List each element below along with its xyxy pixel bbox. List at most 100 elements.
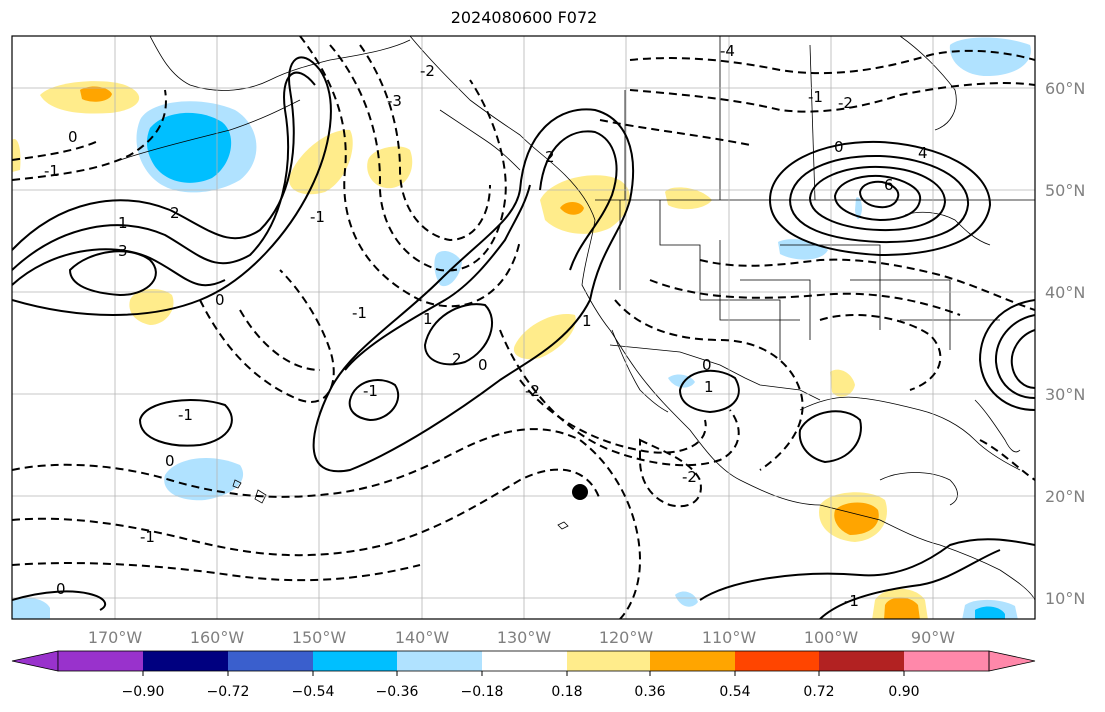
contour-label: 3 xyxy=(118,242,128,260)
contour-zero-hawaii xyxy=(138,399,233,447)
contour-label: 1 xyxy=(704,378,714,396)
map-content: 0 -1 -2 -3 -4 1 2 3 4 6 -1 -1 0 -2 2 0 -… xyxy=(12,36,1035,619)
state-line-3 xyxy=(719,240,800,321)
lat-label-20n: 20°N xyxy=(1045,487,1085,506)
contour-positive-se-high-2 xyxy=(994,314,1035,399)
colorbar-segment-0 xyxy=(58,651,143,671)
lon-label-150w: 150°W xyxy=(292,628,347,647)
colorbar-tick-label: −0.36 xyxy=(376,684,419,700)
negative-anomaly-patch-small-canada xyxy=(855,197,862,219)
contour-positive-ridge-2 xyxy=(12,71,316,271)
contour-negative-canada-1 xyxy=(629,49,1035,75)
contour-label: -1 xyxy=(178,406,193,424)
positive-anomaly-patch-west-edge xyxy=(12,139,21,172)
contour-zero-east-pac-1 xyxy=(699,538,1035,601)
contour-label: 0 xyxy=(215,291,225,309)
colorbar-extend-right xyxy=(988,650,1036,672)
contour-label: 1 xyxy=(118,214,128,232)
colorbar-tick-label: −0.18 xyxy=(461,684,504,700)
colorbar-tick-label: −0.54 xyxy=(292,684,335,700)
contour-label: -1 xyxy=(44,162,59,180)
colorbar-tick-label: −0.90 xyxy=(122,684,165,700)
negative-anomaly-patch-sw-corner xyxy=(12,597,50,619)
negative-anomaly-patch-hudson xyxy=(949,37,1031,77)
latitude-labels: 60°N 50°N 40°N 30°N 20°N 10°N xyxy=(1045,79,1085,608)
contour-zero-gulf xyxy=(798,410,862,464)
contour-label: 0 xyxy=(478,356,488,374)
contour-label: 2 xyxy=(452,350,462,368)
colorbar-frame xyxy=(57,650,990,672)
contour-label: -2 xyxy=(420,62,435,80)
state-line-8 xyxy=(700,299,781,360)
colorbar-segment-10 xyxy=(904,651,989,671)
contour-negative-subtropical-2 xyxy=(12,468,601,557)
contour-label: 4 xyxy=(918,144,928,162)
positive-anomaly-patch-idaho xyxy=(665,187,712,210)
shading-layer xyxy=(12,37,1031,619)
lat-label-30n: 30°N xyxy=(1045,385,1085,404)
contour-label: 0 xyxy=(56,580,66,598)
contour-negative-gulf-alaska-2 xyxy=(359,44,491,242)
contour-layer-dashed xyxy=(12,36,1035,619)
contour-positive-ne-pac-1 xyxy=(312,108,635,473)
contour-negative-us-3 xyxy=(819,314,942,391)
contour-label: -1 xyxy=(363,382,378,400)
colorbar-segment-9 xyxy=(819,651,904,671)
contour-label: -2 xyxy=(838,94,853,112)
contour-label: -2 xyxy=(525,382,540,400)
lat-label-10n: 10°N xyxy=(1045,589,1085,608)
lon-label-110w: 110°W xyxy=(702,628,757,647)
colorbar-tick-label: 0.54 xyxy=(719,684,750,700)
colorbar: −0.90 −0.72 −0.54 −0.36 −0.18 0.18 0.36 … xyxy=(11,650,1036,700)
contour-label: 1 xyxy=(582,312,592,330)
contour-negative-east-pac-1 xyxy=(499,329,740,467)
colorbar-segment-6 xyxy=(567,651,650,671)
contour-label: 2 xyxy=(545,148,555,166)
contour-label: -2 xyxy=(682,468,697,486)
contour-label: 0 xyxy=(702,356,712,374)
contour-zero-mexico xyxy=(678,369,740,414)
map-frame xyxy=(11,35,1036,620)
positive-anomaly-patch-texas xyxy=(830,369,855,397)
lat-label-50n: 50°N xyxy=(1045,181,1085,200)
colorbar-extend-left xyxy=(11,650,59,672)
coastline-layer xyxy=(119,36,1035,601)
contour-zero-subtropical xyxy=(12,590,107,611)
negative-anomaly-patch-hawaii xyxy=(164,457,244,501)
contour-negative-gulf-alaska-3 xyxy=(299,36,521,308)
great-lakes xyxy=(904,211,991,246)
contour-negative-mexico-1 xyxy=(639,438,702,508)
contour-positive-ne-pac-4 xyxy=(348,379,400,422)
alaska-coast xyxy=(149,36,411,91)
contour-labels: 0 -1 -2 -3 -4 1 2 3 4 6 -1 -1 0 -2 2 0 -… xyxy=(44,42,928,610)
contour-negative-west-2 xyxy=(12,139,101,161)
yucatan xyxy=(879,472,958,506)
contour-positive-se-high-1 xyxy=(978,299,1035,411)
colorbar-tick-label: −0.72 xyxy=(207,684,250,700)
contour-positive-canada-high-4 xyxy=(833,174,922,222)
contour-label: 0 xyxy=(834,138,844,156)
lon-label-100w: 100°W xyxy=(804,628,859,647)
contour-label: -1 xyxy=(844,592,859,610)
lon-label-140w: 140°W xyxy=(395,628,450,647)
contour-positive-canada-high-3 xyxy=(808,165,947,232)
small-island xyxy=(557,521,569,530)
contour-positive-ne-pac-2 xyxy=(539,130,618,271)
lon-label-170w: 170°W xyxy=(88,628,143,647)
gridlines xyxy=(12,36,1035,619)
colorbar-segment-5 xyxy=(482,651,567,671)
contour-negative-us-1 xyxy=(699,258,1035,311)
se-alaska-islands xyxy=(439,109,521,171)
contour-negative-us-2 xyxy=(649,279,961,316)
lon-label-160w: 160°W xyxy=(190,628,245,647)
contour-zero-east-pac-2 xyxy=(819,549,1001,619)
contour-negative-west-1 xyxy=(12,89,167,181)
colorbar-tick-label: 0.36 xyxy=(634,684,665,700)
positive-anomaly-patch-pnw-core xyxy=(560,202,584,215)
contour-label: 2 xyxy=(170,204,180,222)
hawaii-island-1 xyxy=(232,479,242,489)
state-line-5 xyxy=(780,244,881,330)
positive-anomaly-patch-nw-core xyxy=(80,86,112,102)
colorbar-tick-label: 0.18 xyxy=(551,684,582,700)
